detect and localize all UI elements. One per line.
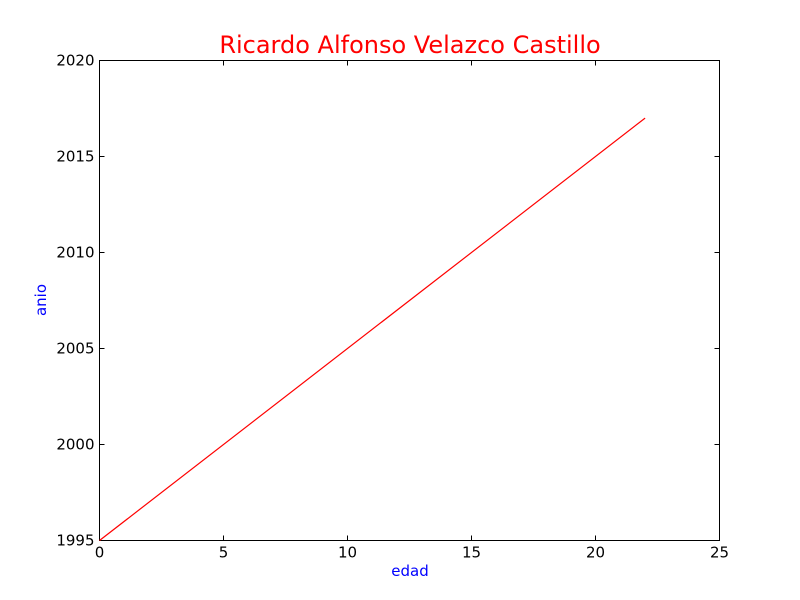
y-tick-label: 2020	[56, 52, 94, 70]
y-tick-label: 1995	[56, 532, 94, 550]
x-tick-label: 15	[462, 544, 481, 562]
series-layer	[99, 117, 646, 541]
series-line	[99, 117, 646, 541]
plot-frame	[99, 60, 720, 541]
y-tick-label: 2010	[56, 244, 94, 262]
x-axis-label: edad	[391, 562, 428, 580]
x-tick-label: 0	[95, 544, 105, 562]
x-tick-label: 5	[219, 544, 229, 562]
y-axis-ticks: 1995 2000 2005 2010 2015 2020	[56, 52, 720, 550]
x-tick-label: 25	[710, 544, 729, 562]
x-axis-ticks: 0 5 10 15 20 25	[95, 60, 729, 562]
y-tick-label: 2015	[56, 148, 94, 166]
x-tick-label: 10	[338, 544, 357, 562]
y-tick-label: 2000	[56, 436, 94, 454]
y-axis-label: anio	[32, 284, 50, 316]
x-tick-label: 20	[586, 544, 605, 562]
y-tick-label: 2005	[56, 340, 94, 358]
chart-title: Ricardo Alfonso Velazco Castillo	[219, 31, 600, 59]
